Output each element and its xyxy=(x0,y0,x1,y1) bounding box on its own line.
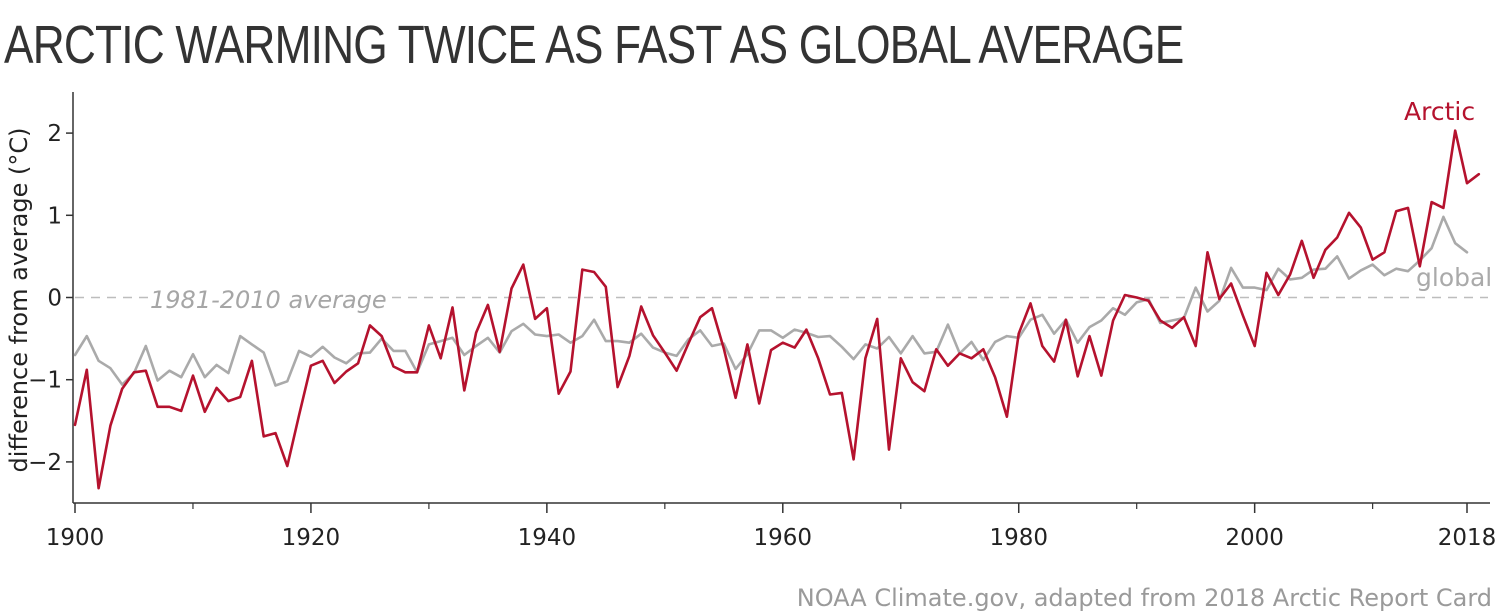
source-credit: NOAA Climate.gov, adapted from 2018 Arct… xyxy=(796,584,1492,612)
x-tick-label: 1960 xyxy=(754,525,813,551)
y-axis-title: difference from average (°C) xyxy=(5,128,33,473)
series-line-arctic xyxy=(73,129,1481,490)
y-tick-label: 2 xyxy=(47,121,62,147)
y-tick-label: 1 xyxy=(47,203,62,229)
y-tick-label: −1 xyxy=(28,368,62,394)
x-tick-label: 2000 xyxy=(1225,525,1284,551)
series-label-arctic: Arctic xyxy=(1404,97,1475,126)
y-tick-label: −2 xyxy=(28,450,62,476)
series-line-global xyxy=(73,215,1469,387)
axes-layer: 2 1 0 −1 −2 1900 1920 1940 1960 1980 2000 2018 xyxy=(28,92,1496,551)
baseline-label: 1981-2010 average xyxy=(150,286,387,314)
chart-title: ARCTIC WARMING TWICE AS FAST AS GLOBAL A… xyxy=(4,15,1184,75)
x-tick-label: 1900 xyxy=(46,525,105,551)
x-tick-label: 1980 xyxy=(989,525,1048,551)
y-tick-label: 0 xyxy=(47,286,62,312)
x-tick-label: 1920 xyxy=(282,525,341,551)
x-tick-label: 2018 xyxy=(1438,525,1497,551)
series-layer xyxy=(73,129,1481,490)
x-tick-label: 1940 xyxy=(518,525,577,551)
series-label-global: global xyxy=(1416,263,1492,292)
